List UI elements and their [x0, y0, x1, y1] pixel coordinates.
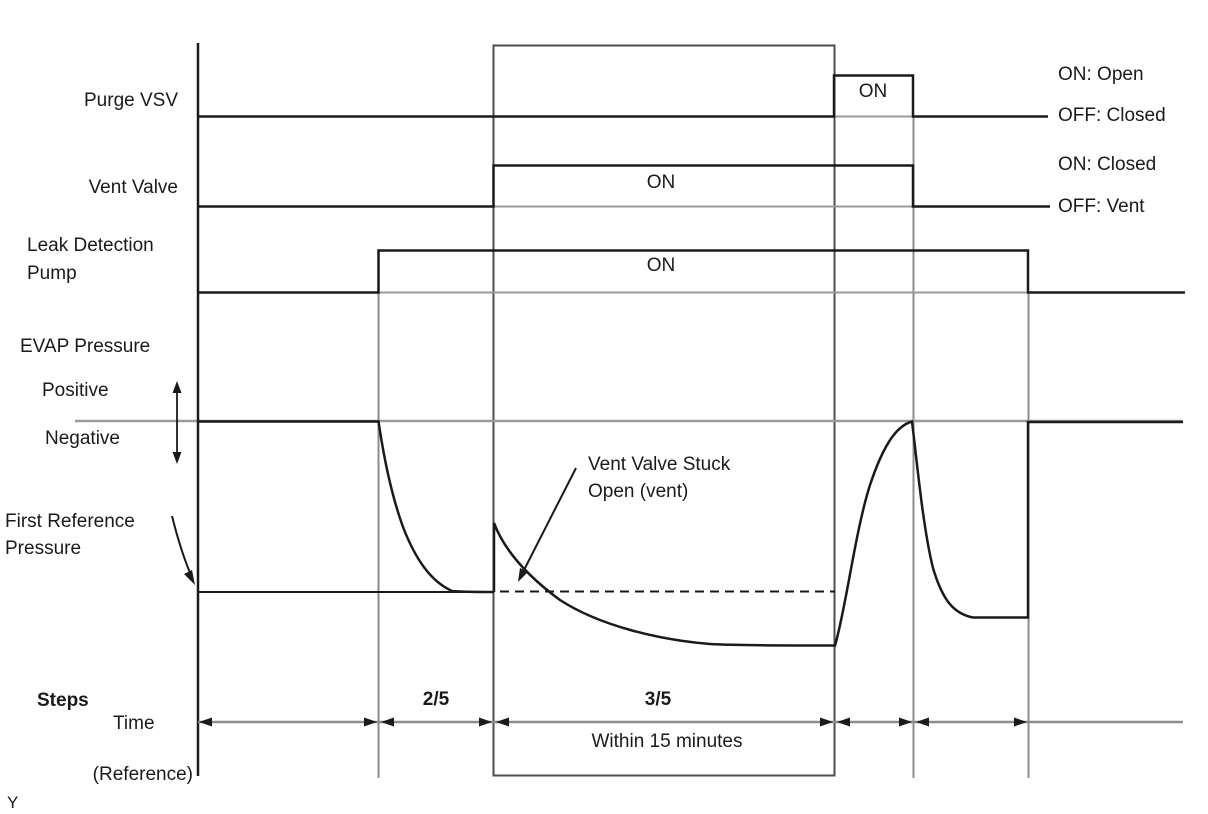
time-axis — [198, 717, 1183, 727]
arrowhead-left-icon — [381, 717, 394, 727]
first-reference-arrow-icon — [171, 515, 195, 585]
pump-on-label: ON — [647, 255, 676, 276]
arrowhead-right-icon — [1014, 717, 1027, 727]
positive-negative-arrow-icon — [172, 381, 182, 464]
arrowhead-right-icon — [479, 717, 492, 727]
reference-label: (Reference) — [93, 764, 193, 785]
stuck-open-annotation-line1: Vent Valve Stuck — [588, 454, 731, 475]
legend-purge-on: ON: Open — [1058, 64, 1144, 85]
step-3-label: 3/5 — [645, 689, 672, 710]
arrowhead-left-icon — [199, 717, 212, 727]
arrowhead-left-icon — [837, 717, 850, 727]
signal-traces — [198, 74, 1185, 647]
time-gridlines — [377, 116, 1030, 778]
arrowhead-left-icon — [916, 717, 929, 727]
evap-pressure-label: EVAP Pressure — [20, 336, 150, 357]
baseline-shadows — [75, 115, 1183, 423]
time-axis-arrowheads — [199, 717, 1027, 727]
positive-label: Positive — [42, 380, 109, 401]
vent-valve-trace — [198, 164, 1050, 208]
step-3-window-box — [492, 44, 836, 777]
stuck-open-annotation-line2: Open (vent) — [588, 481, 688, 502]
vent-on-label: ON — [647, 172, 676, 193]
leak-pump-label-line1: Leak Detection — [27, 235, 154, 256]
first-reference-label-line1: First Reference — [5, 511, 135, 532]
legend-vent-off: OFF: Vent — [1058, 196, 1145, 217]
labels: Purge VSV Vent Valve Leak Detection Pump… — [5, 64, 1166, 812]
figure-mark-label: Y — [7, 793, 18, 812]
first-reference-label-line2: Pressure — [5, 538, 81, 559]
stuck-open-arrow-icon — [518, 467, 577, 582]
vent-valve-label: Vent Valve — [89, 177, 178, 198]
pump-trace — [198, 249, 1185, 294]
time-label: Time — [113, 713, 155, 734]
negative-label: Negative — [45, 428, 120, 449]
leak-pump-label-line2: Pump — [27, 263, 77, 284]
duration-note-label: Within 15 minutes — [591, 731, 742, 752]
arrowhead-right-icon — [899, 717, 912, 727]
legend-purge-off: OFF: Closed — [1058, 105, 1166, 126]
legend-vent-on: ON: Closed — [1058, 154, 1156, 175]
evap-pressure-trace — [198, 419, 1183, 647]
arrowhead-left-icon — [496, 717, 509, 727]
arrowhead-right-icon — [820, 717, 833, 727]
purge-vsv-trace — [198, 74, 1048, 118]
purge-on-label: ON — [859, 81, 888, 102]
arrowhead-right-icon — [364, 717, 377, 727]
purge-vsv-label: Purge VSV — [84, 90, 178, 111]
steps-label: Steps — [37, 690, 89, 711]
step-2-label: 2/5 — [423, 689, 450, 710]
